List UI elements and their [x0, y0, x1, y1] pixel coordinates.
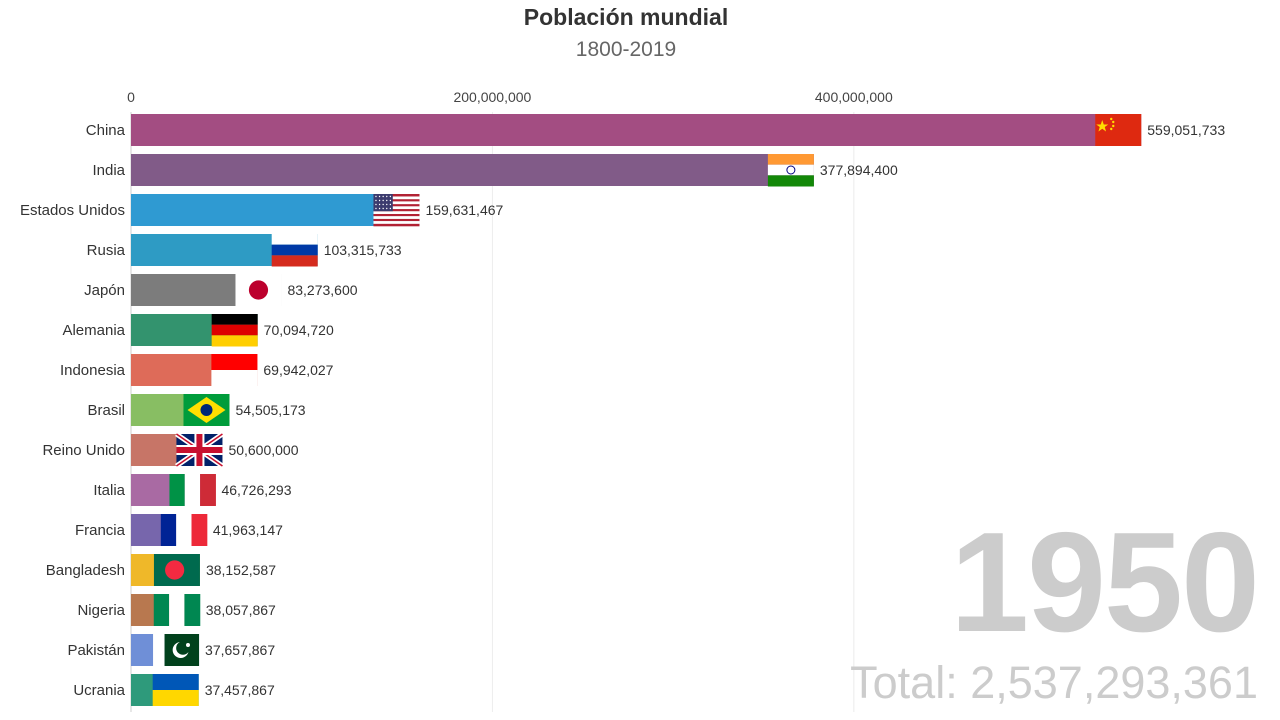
value-label: 50,600,000: [228, 442, 298, 458]
value-label: 159,631,467: [425, 202, 503, 218]
x-tick-label: 0: [127, 89, 135, 105]
germany-flag-icon: [211, 314, 258, 347]
uk-flag-icon: [175, 431, 224, 469]
bangladesh-flag-icon: [153, 554, 200, 586]
value-label: 70,094,720: [264, 322, 334, 338]
ukraine-flag-icon: [152, 674, 199, 706]
category-label: Japón: [84, 282, 125, 299]
category-label: Italia: [93, 482, 125, 499]
nigeria-flag-icon: [153, 594, 201, 626]
x-tick-label: 400,000,000: [815, 89, 893, 105]
year-counter: 1950: [950, 503, 1260, 662]
value-label: 37,457,867: [205, 682, 275, 698]
bar: [131, 114, 1142, 146]
category-label: Reino Unido: [42, 442, 125, 459]
category-label: Rusia: [87, 242, 126, 259]
value-label: 38,152,587: [206, 562, 276, 578]
category-label: Nigeria: [77, 602, 125, 619]
chart-subtitle: 1800-2019: [575, 38, 677, 61]
category-label: India: [92, 162, 125, 179]
category-label: Brasil: [87, 402, 125, 419]
china-flag-icon: [1095, 114, 1142, 146]
france-flag-icon: [160, 514, 208, 546]
category-label: Ucrania: [73, 682, 125, 699]
category-label: Indonesia: [60, 362, 126, 379]
value-label: 37,657,867: [205, 642, 275, 658]
italy-flag-icon: [169, 474, 216, 506]
pakistan-flag-icon: [153, 634, 200, 666]
bar: [131, 154, 814, 186]
india-flag-icon: [767, 154, 814, 187]
category-label: Pakistán: [67, 642, 125, 659]
japan-flag-icon: [235, 274, 282, 306]
value-label: 377,894,400: [820, 162, 898, 178]
x-tick-label: 200,000,000: [453, 89, 531, 105]
bar: [131, 194, 420, 226]
category-label: Estados Unidos: [20, 202, 125, 219]
value-label: 103,315,733: [324, 242, 402, 258]
category-label: Francia: [75, 522, 126, 539]
chart-title: Población mundial: [523, 4, 729, 30]
category-label: Bangladesh: [46, 562, 125, 579]
indonesia-flag-icon: [211, 354, 258, 386]
brazil-flag-icon: [183, 394, 230, 426]
value-label: 559,051,733: [1147, 122, 1225, 138]
value-label: 83,273,600: [287, 282, 357, 298]
value-label: 46,726,293: [221, 482, 291, 498]
category-label: Alemania: [62, 322, 125, 339]
value-label: 38,057,867: [206, 602, 276, 618]
total-population: Total: 2,537,293,361: [850, 657, 1258, 708]
value-label: 41,963,147: [213, 522, 283, 538]
value-label: 69,942,027: [263, 362, 333, 378]
usa-flag-icon: [373, 194, 420, 227]
category-label: China: [86, 122, 126, 139]
russia-flag-icon: [271, 234, 318, 267]
value-label: 54,505,173: [235, 402, 305, 418]
